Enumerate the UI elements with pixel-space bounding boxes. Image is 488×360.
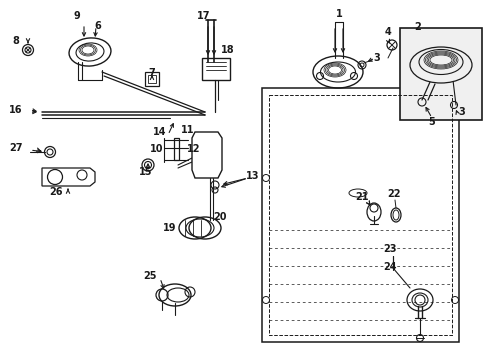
Bar	[399, 28, 481, 120]
Text: 7: 7	[148, 68, 155, 78]
Text: 2: 2	[414, 22, 421, 32]
Text: 27: 27	[9, 143, 23, 153]
Bar	[268, 95, 451, 335]
Text: 16: 16	[9, 105, 23, 115]
Text: 15: 15	[139, 167, 152, 177]
Bar	[145, 72, 159, 86]
Text: 24: 24	[383, 262, 396, 272]
Bar	[202, 58, 229, 80]
Text: 25: 25	[143, 271, 157, 281]
Ellipse shape	[418, 50, 462, 75]
Text: 8: 8	[13, 36, 20, 46]
Text: 10: 10	[150, 144, 163, 154]
Text: 20: 20	[213, 212, 226, 222]
Text: 18: 18	[221, 45, 234, 55]
Text: 1: 1	[335, 9, 342, 19]
Text: 3: 3	[458, 107, 465, 117]
Text: 9: 9	[74, 11, 80, 21]
Bar	[174, 138, 179, 160]
Bar	[262, 88, 458, 342]
Text: 4: 4	[384, 27, 390, 37]
Text: 13: 13	[246, 171, 259, 181]
Text: 14: 14	[153, 127, 166, 137]
Text: 22: 22	[386, 189, 400, 199]
Text: 26: 26	[49, 187, 62, 197]
Bar	[148, 75, 156, 83]
Polygon shape	[42, 168, 95, 186]
Text: 6: 6	[95, 21, 101, 31]
Text: 5: 5	[428, 117, 434, 127]
Text: 21: 21	[354, 192, 368, 202]
Text: 19: 19	[163, 223, 176, 233]
Text: 11: 11	[181, 125, 194, 135]
Text: 12: 12	[187, 144, 201, 154]
Ellipse shape	[409, 47, 471, 83]
Text: 3: 3	[373, 53, 380, 63]
Polygon shape	[192, 132, 222, 178]
Text: 23: 23	[383, 244, 396, 254]
Bar	[198, 138, 218, 166]
Text: 17: 17	[197, 11, 210, 21]
